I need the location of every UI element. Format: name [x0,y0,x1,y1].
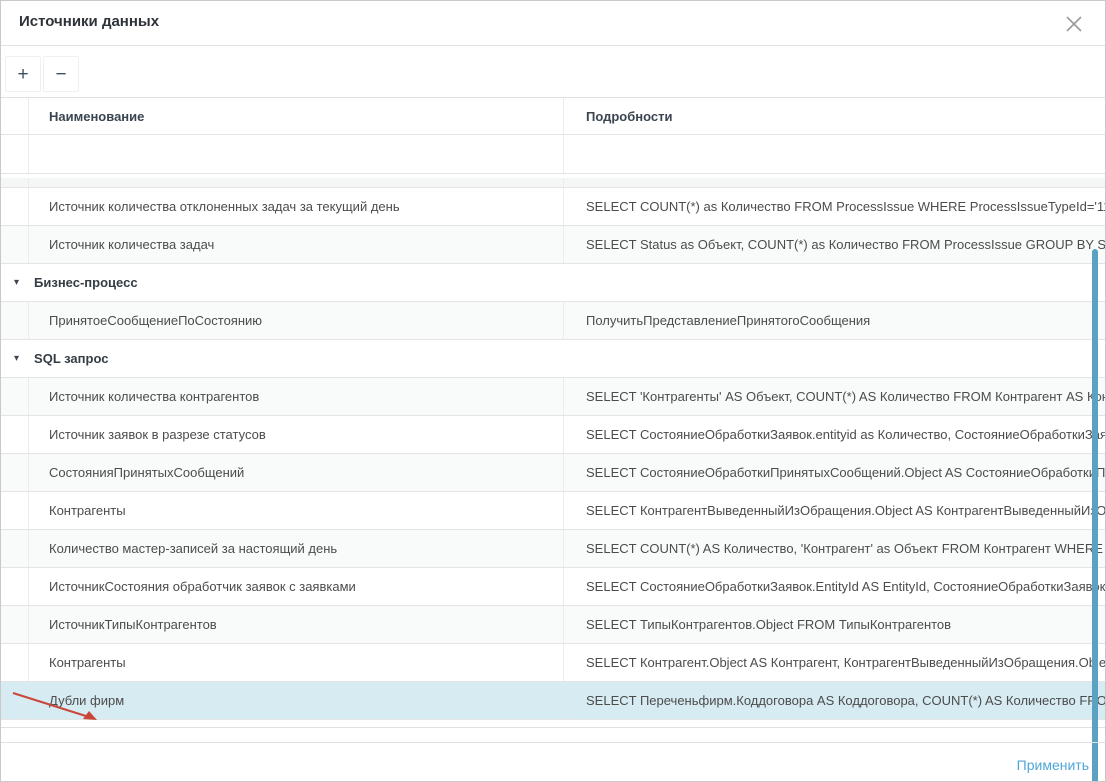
table-row[interactable]: Источник заявок в разрезе статусов SELECT… [1,416,1105,454]
page-title: Источники данных [19,13,160,30]
table-row[interactable]: ▾ SQL запрос [1,340,1105,378]
row-details-cell: SELECT КонтрагентВыведенныйИзОбращения.O… [586,503,1105,518]
row-details-cell [564,135,1105,173]
row-name-cell [29,178,564,187]
table-row[interactable]: ▾ Бизнес-процесс [1,264,1105,302]
table-row [1,135,1105,174]
table-row[interactable]: ПринятоеСообщениеПоСостоянию ПолучитьПред… [1,302,1105,340]
row-name-cell: Источник количества задач [29,226,564,263]
table-row[interactable]: Источник количества задач SELECT Status a… [1,226,1105,264]
group-label: Бизнес-процесс [34,275,138,290]
row-name-cell: Контрагенты [29,644,564,681]
table-row [1,178,1105,188]
row-name-cell [29,135,564,173]
add-row-button[interactable]: + [5,56,41,92]
table-body: Источник количества отклоненных задач за… [1,135,1105,720]
row-gutter-cell [1,492,29,529]
row-details-cell: SELECT ТипыКонтрагентов.Object FROM Типы… [586,617,952,632]
collapse-chevron-icon[interactable]: ▾ [14,353,20,364]
remove-row-button[interactable]: − [43,56,79,92]
row-gutter-cell [1,178,29,187]
row-name-cell: Источник количества контрагентов [29,378,564,415]
row-details-cell: SELECT СостояниеОбработкиЗаявок.entityid… [586,427,1105,442]
data-sources-table: Наименование Подробности Источник количе… [1,97,1105,781]
row-gutter-cell [1,606,29,643]
table-header-row: Наименование Подробности [1,98,1105,135]
vertical-scrollbar[interactable] [1092,249,1098,781]
row-details-cell: SELECT COUNT(*) AS Количество, 'Контраге… [586,541,1105,556]
group-label: SQL запрос [34,351,109,366]
row-name-cell: Источник заявок в разрезе статусов [29,416,564,453]
row-gutter-cell [1,135,29,173]
dialog-header: Источники данных [1,1,1105,46]
dialog-footer: Применить [1,742,1105,781]
row-gutter-cell [1,302,29,339]
table-row[interactable]: Источник количества контрагентов SELECT '… [1,378,1105,416]
group-row-content: ▾ SQL запрос [1,340,1105,377]
column-header-details[interactable]: Подробности [586,108,673,124]
row-gutter-cell [1,530,29,567]
column-header-name[interactable]: Наименование [29,98,564,134]
table-row[interactable]: Количество мастер-записей за настоящий д… [1,530,1105,568]
row-details-cell: SELECT Переченьфирм.Коддоговора AS Коддо… [586,693,1105,708]
row-gutter-cell [1,188,29,225]
row-gutter-cell [1,644,29,681]
table-row[interactable]: Контрагенты SELECT Контрагент.Object AS К… [1,644,1105,682]
table-row[interactable]: Источник количества отклоненных задач за… [1,188,1105,226]
row-details-cell: SELECT Status as Объект, COUNT(*) as Кол… [586,237,1105,252]
row-gutter-cell [1,682,29,719]
row-name-cell: Дубли фирм [29,682,564,719]
close-icon[interactable] [1063,13,1085,35]
row-name-cell: Контрагенты [29,492,564,529]
row-details-cell: SELECT СостояниеОбработкиЗаявок.EntityId… [586,579,1105,594]
row-gutter-cell [1,378,29,415]
row-name-cell: Количество мастер-записей за настоящий д… [29,530,564,567]
group-row-content: ▾ Бизнес-процесс [1,264,1105,301]
row-name-cell: ПринятоеСообщениеПоСостоянию [29,302,564,339]
row-details-cell [564,178,1105,187]
apply-button[interactable]: Применить [1016,757,1089,773]
table-row[interactable]: СостоянияПринятыхСообщений SELECT Состоян… [1,454,1105,492]
collapse-chevron-icon[interactable]: ▾ [14,277,20,288]
row-details-cell: SELECT СостояниеОбработкиПринятыхСообщен… [586,465,1105,480]
row-gutter-cell [1,226,29,263]
table-toolbar: + − [1,46,1105,97]
row-gutter-cell [1,568,29,605]
row-name-cell: ИсточникТипыКонтрагентов [29,606,564,643]
row-details-cell: SELECT Контрагент.Object AS Контрагент, … [586,655,1105,670]
row-name-cell: СостоянияПринятыхСообщений [29,454,564,491]
header-gutter-cell [1,98,29,134]
row-details-cell: SELECT 'Контрагенты' AS Объект, COUNT(*)… [586,389,1105,404]
row-name-cell: ИсточникСостояния обработчик заявок с за… [29,568,564,605]
table-row[interactable]: Дубли фирм SELECT Переченьфирм.Коддоговор… [1,682,1105,720]
row-name-cell: Источник количества отклоненных задач за… [29,188,564,225]
table-row[interactable]: ИсточникСостояния обработчик заявок с за… [1,568,1105,606]
row-details-cell: ПолучитьПредставлениеПринятогоСообщения [586,313,871,328]
row-gutter-cell [1,416,29,453]
row-details-cell: SELECT COUNT(*) as Количество FROM Proce… [586,199,1105,214]
table-row[interactable]: Контрагенты SELECT КонтрагентВыведенныйИз… [1,492,1105,530]
table-row[interactable]: ИсточникТипыКонтрагентов SELECT ТипыКонтр… [1,606,1105,644]
row-gutter-cell [1,454,29,491]
